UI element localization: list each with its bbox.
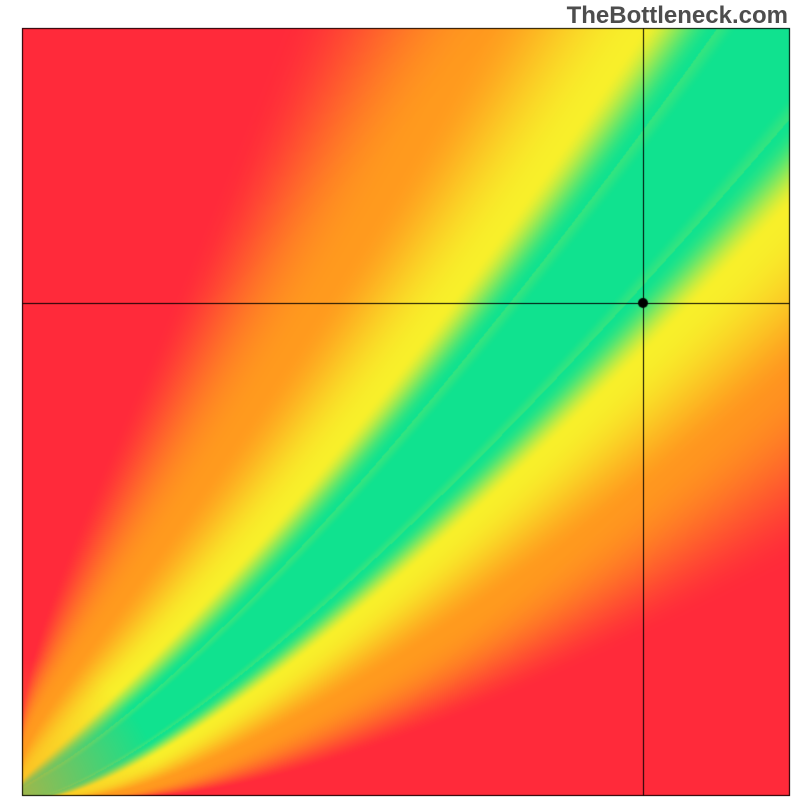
- watermark-label: TheBottleneck.com: [567, 2, 788, 30]
- chart-container: TheBottleneck.com: [0, 0, 800, 800]
- heatmap-canvas: [22, 28, 790, 796]
